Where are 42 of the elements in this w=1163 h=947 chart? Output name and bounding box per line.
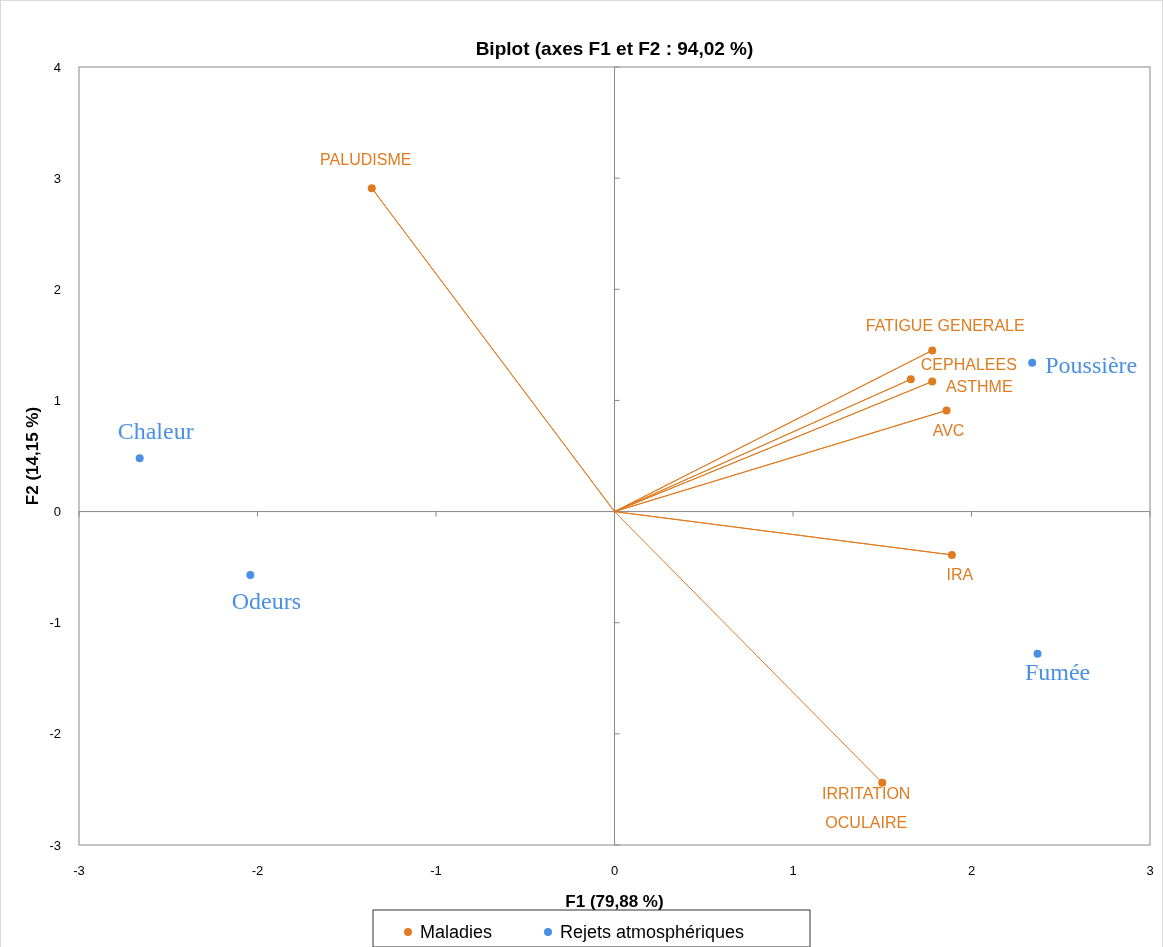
y-tick-label: -1 (49, 615, 61, 631)
point (942, 406, 951, 415)
y-tick-label: 1 (53, 392, 61, 408)
x-tick-label: -2 (251, 863, 264, 878)
x-tick-label: 3 (1146, 863, 1154, 878)
y-tick-label: -2 (49, 726, 61, 742)
point (1033, 649, 1042, 658)
point (135, 454, 144, 463)
point (947, 550, 956, 559)
y-tick-label: -3 (49, 837, 61, 853)
legend-label: Rejets atmosphériques (560, 922, 745, 942)
point (878, 778, 887, 787)
annotation: Odeurs (231, 588, 302, 615)
y-tick-label: 2 (53, 281, 61, 297)
annotation: Chaleur (117, 417, 194, 444)
point (246, 570, 255, 579)
point (367, 184, 376, 193)
y-tick-label: 4 (53, 59, 61, 75)
x-tick-label: -3 (73, 863, 85, 878)
point (928, 377, 937, 386)
annotation: Fumée (1024, 659, 1091, 686)
annotation: PALUDISME (320, 150, 412, 168)
point (1028, 358, 1037, 367)
y-axis-title: F2 (14,15 %) (23, 406, 42, 506)
point (928, 346, 937, 355)
y-tick-label: 3 (53, 170, 61, 186)
annotation: Poussière (1045, 352, 1138, 379)
chart-title: Biplot (axes F1 et F2 : 94,02 %) (475, 38, 754, 59)
x-axis-title: F1 (79,88 %) (565, 892, 664, 911)
annotation: IRA (946, 565, 974, 583)
legend-label: Maladies (420, 922, 493, 942)
x-tick-label: 2 (967, 863, 976, 878)
x-tick-label: 0 (610, 863, 619, 878)
annotation: ASTHME (945, 378, 1013, 396)
annotation: FATIGUE GENERALE (865, 317, 1025, 335)
point (906, 375, 915, 384)
y-tick-label: 0 (53, 504, 61, 520)
annotation: AVC (932, 422, 965, 440)
x-tick-label: -1 (430, 863, 442, 878)
annotation: IRRITATION OCULAIRE (822, 784, 911, 832)
x-tick-label: 1 (789, 863, 797, 878)
annotation: CEPHALEES (920, 355, 1017, 373)
